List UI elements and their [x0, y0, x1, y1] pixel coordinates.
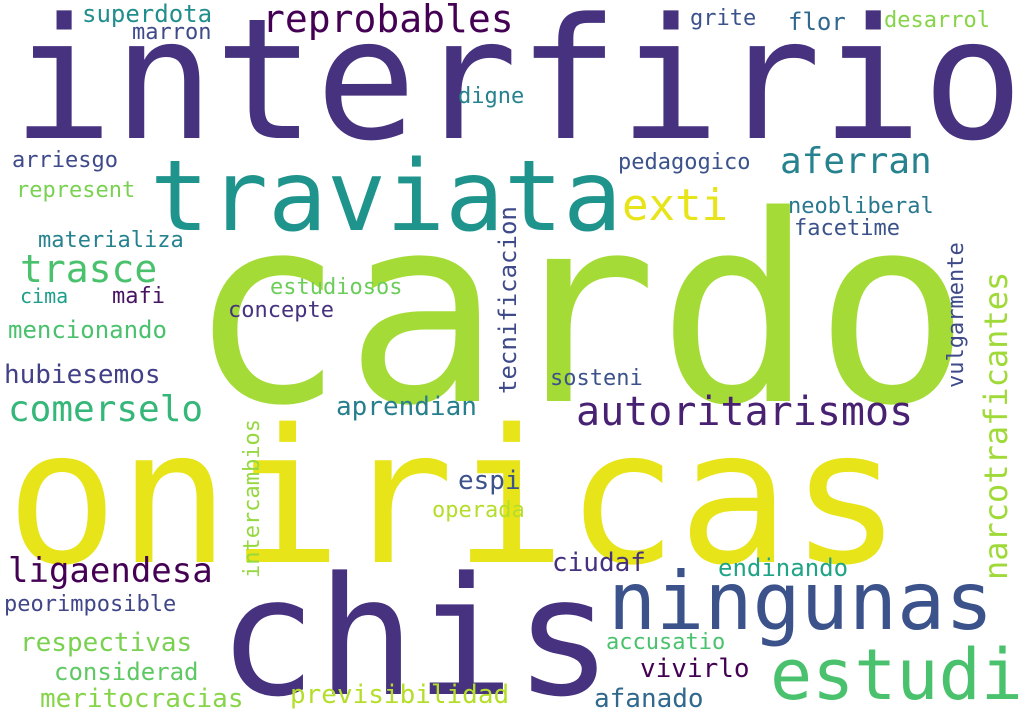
word-endinando: endinando — [718, 554, 849, 582]
word-cardo: cardo — [188, 161, 971, 463]
word-operada: operada — [432, 498, 525, 523]
word-oniricas: oniricas — [6, 389, 902, 606]
word-vivirlo: vivirlo — [640, 654, 750, 684]
word-cima: cima — [20, 284, 69, 308]
word-represent: represent — [16, 178, 136, 203]
word-peorimposible: peorimposible — [4, 592, 177, 617]
word-espi: espi — [458, 466, 521, 496]
word-mencionando: mencionando — [8, 316, 167, 344]
word-facetime: facetime — [794, 216, 900, 241]
word-meritocracias: meritocracias — [40, 684, 244, 714]
word-ciudaf: ciudaf — [552, 548, 646, 578]
word-digne: digne — [458, 84, 525, 109]
word-exti: exti — [622, 180, 728, 231]
word-accusatio: accusatio — [606, 630, 726, 655]
word-chis: chis — [218, 542, 613, 720]
word-concepte: concepte — [228, 298, 334, 323]
word-autoritarismos: autoritarismos — [576, 389, 914, 435]
word-trasce: trasce — [20, 247, 158, 291]
word-desarrol: desarrol — [884, 8, 990, 33]
word-afanado: afanado — [594, 684, 704, 714]
word-aferran: aferran — [780, 141, 932, 182]
word-interfirio: interfirio — [12, 0, 1024, 178]
word-superdota: superdota — [82, 0, 213, 28]
word-pedagogico: pedagogico — [618, 150, 751, 175]
word-tecnificacion: tecnificacion — [494, 206, 522, 394]
word-previsibilidad: previsibilidad — [290, 680, 510, 710]
word-sosteni: sosteni — [550, 366, 643, 391]
word-ningunas: ningunas — [608, 555, 994, 648]
word-reprobables: reprobables — [262, 0, 514, 41]
word-considerad: considerad — [54, 658, 199, 686]
word-intercambios: intercambios — [240, 419, 265, 578]
word-comerselo: comerselo — [8, 389, 204, 430]
word-arriesgo: arriesgo — [12, 148, 118, 173]
word-respectivas: respectivas — [20, 628, 193, 658]
word-narcotraficantes: narcotraficantes — [977, 271, 1015, 580]
word-mafi: mafi — [112, 284, 165, 309]
word-hubiesemos: hubiesemos — [4, 360, 161, 390]
word-aprendian: aprendian — [336, 392, 477, 422]
word-ligaendesa: ligaendesa — [8, 551, 213, 591]
word-marron: marron — [132, 20, 212, 45]
word-neobliberal: neobliberal — [788, 194, 934, 219]
word-estudi: estudi — [770, 634, 1023, 716]
word-traviata: traviata — [150, 140, 623, 254]
word-flor: flor — [788, 8, 846, 36]
word-estudiosos: estudiosos — [270, 275, 403, 300]
word-materializa: materializa — [38, 228, 184, 253]
word-vulgarmente: vulgarmente — [944, 242, 969, 388]
word-grite: grite — [690, 6, 757, 31]
